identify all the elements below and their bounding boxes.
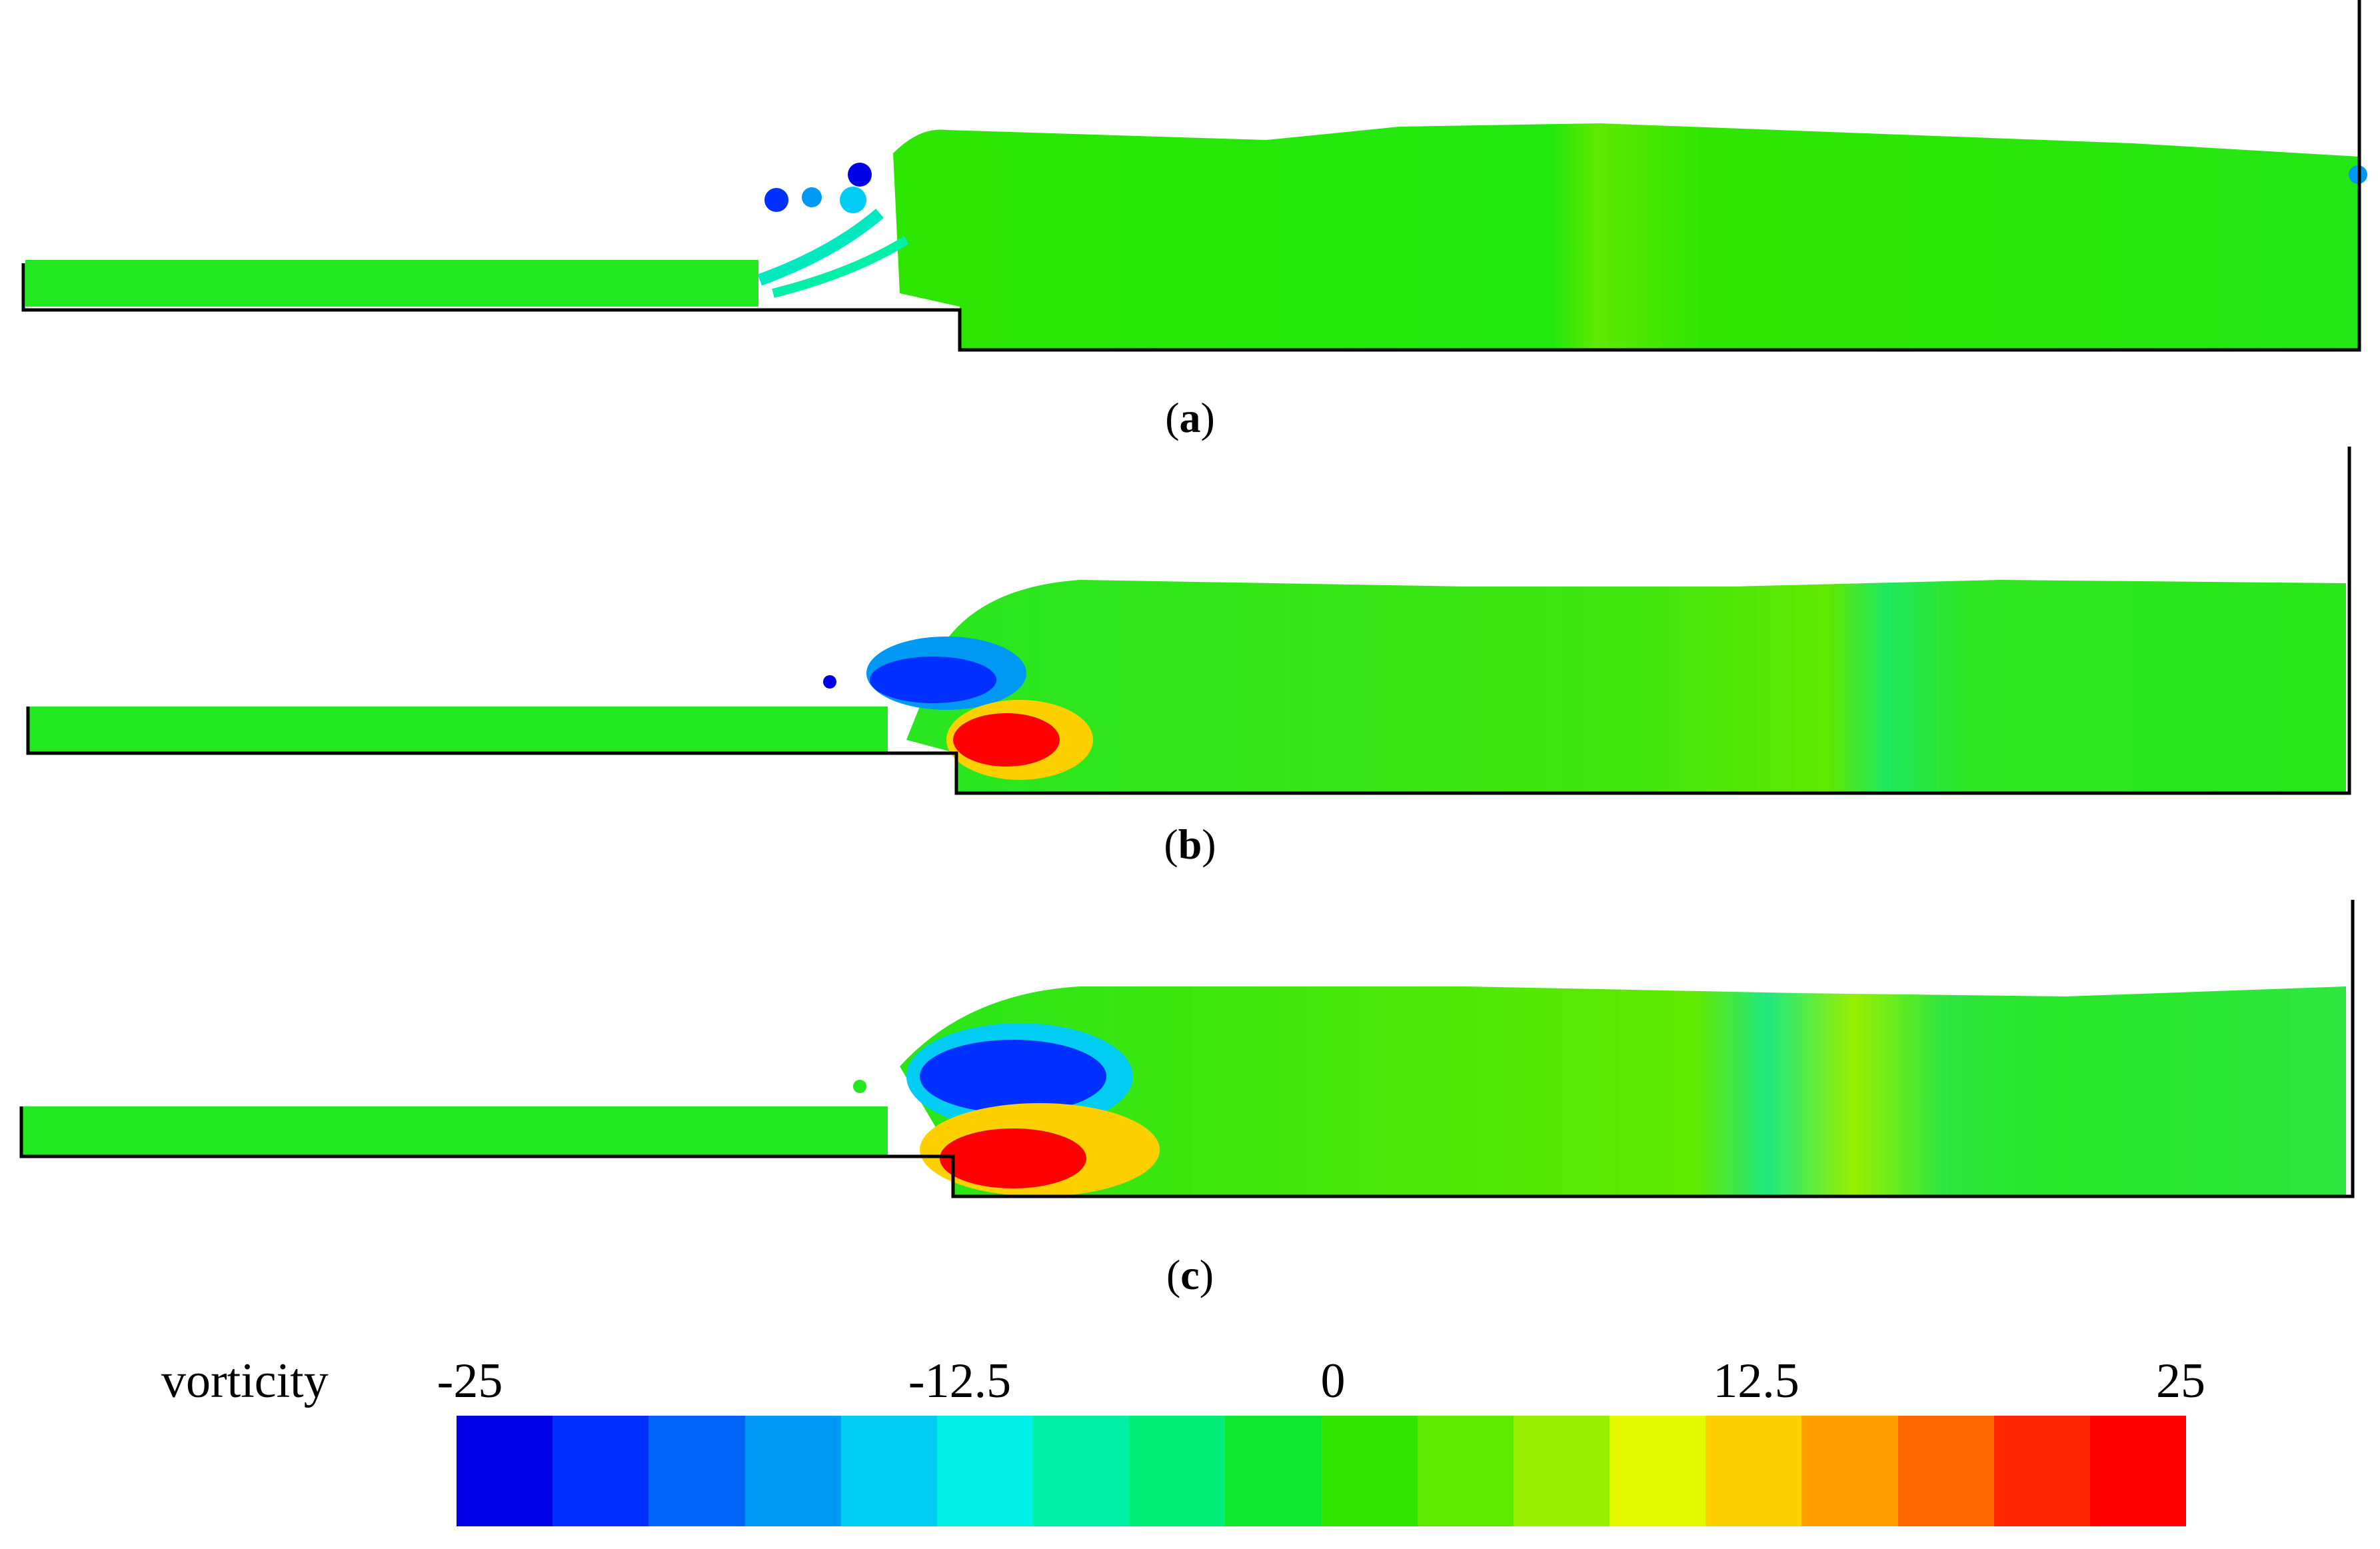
panel-a-flow-field (21, 0, 2367, 352)
colorbar-segment (1225, 1416, 1322, 1526)
colorbar (457, 1416, 2187, 1526)
colorbar-segment (1801, 1416, 1898, 1526)
colorbar-tick: -25 (437, 1354, 503, 1408)
colorbar-title: vorticity (161, 1354, 329, 1408)
positive-vortex-core (940, 1128, 1086, 1188)
upstream-water-layer (28, 707, 888, 753)
colorbar-tick: 25 (2156, 1354, 2205, 1408)
panel-a-label: (a) (1165, 394, 1215, 441)
panel-b-flow-field (26, 447, 2351, 795)
colorbar-segment (744, 1416, 841, 1526)
negative-vortex-core (920, 1040, 1106, 1113)
panel-c-flow-field (19, 900, 2355, 1198)
jet-filament (772, 236, 909, 298)
colorbar-segment (457, 1416, 553, 1526)
jet-filament (757, 209, 884, 286)
colorbar-segment (1321, 1416, 1418, 1526)
colorbar-segment (553, 1416, 649, 1526)
colorbar-segment (1993, 1416, 2090, 1526)
panel-c: (c) (19, 900, 2355, 1298)
positive-vortex-core (953, 713, 1060, 767)
colorbar-segment (1610, 1416, 1706, 1526)
droplet (802, 187, 822, 207)
colorbar-segment (1897, 1416, 1994, 1526)
droplet (764, 188, 788, 212)
colorbar-segment (1033, 1416, 1130, 1526)
colorbar-tick: 0 (1320, 1354, 1346, 1408)
colorbar-segment (840, 1416, 937, 1526)
colorbar-segment (1513, 1416, 1610, 1526)
upstream-water-layer (25, 260, 758, 307)
channel-bed (26, 447, 2351, 795)
droplet (853, 1080, 866, 1093)
colorbar-tick: 12.5 (1713, 1354, 1799, 1408)
downstream-water-body (893, 123, 2359, 350)
colorbar-segment (2089, 1416, 2187, 1526)
upstream-water-layer (21, 1106, 888, 1156)
colorbar-segment (1417, 1416, 1514, 1526)
panel-b: (b) (26, 447, 2351, 868)
downstream-water-body (906, 580, 2346, 793)
channel-bed (19, 900, 2355, 1198)
panel-a: (a) (0, 0, 2380, 441)
colorbar-segment (1706, 1416, 1802, 1526)
colorbar-tick: -12.5 (908, 1354, 1012, 1408)
downstream-water-body (900, 986, 2346, 1196)
colorbar-segment (1129, 1416, 1226, 1526)
colorbar-segment (936, 1416, 1034, 1526)
panel-b-label: (b) (1164, 820, 1216, 868)
channel-bed (21, 0, 2361, 352)
panel-c-label: (c) (1166, 1251, 1214, 1298)
negative-vortex-core (870, 657, 996, 703)
droplet (848, 163, 872, 187)
colorbar-segment (648, 1416, 745, 1526)
droplet (823, 675, 836, 689)
droplet (840, 187, 866, 213)
